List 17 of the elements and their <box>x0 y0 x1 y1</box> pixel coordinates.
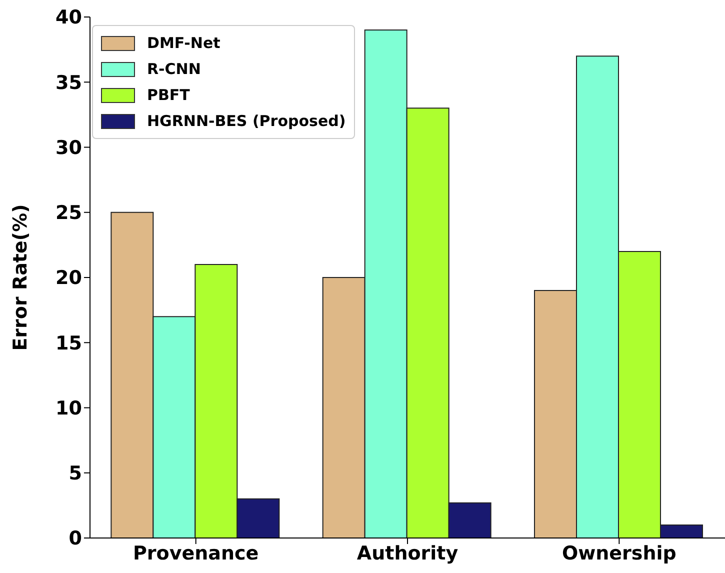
y-axis-title: Error Rate(%) <box>10 204 32 351</box>
y-tick-label: 15 <box>56 332 82 354</box>
y-tick-label: 20 <box>56 267 82 290</box>
legend-label: R-CNN <box>147 60 201 78</box>
legend-label: PBFT <box>147 86 190 104</box>
y-tick-label: 30 <box>56 136 82 159</box>
y-tick-label: 40 <box>56 6 82 29</box>
legend-label: HGRNN-BES (Proposed) <box>147 112 346 130</box>
x-tick-label: Ownership <box>562 542 676 564</box>
legend-label: DMF-Net <box>147 34 220 52</box>
y-tick-label: 10 <box>56 397 82 420</box>
x-tick-label: Provenance <box>133 542 259 564</box>
y-tick-label: 35 <box>56 72 82 94</box>
y-tick-label: 0 <box>68 528 82 550</box>
y-tick-label: 25 <box>56 202 82 224</box>
x-tick-label: Authority <box>356 542 459 564</box>
y-tick-label: 5 <box>68 462 82 485</box>
